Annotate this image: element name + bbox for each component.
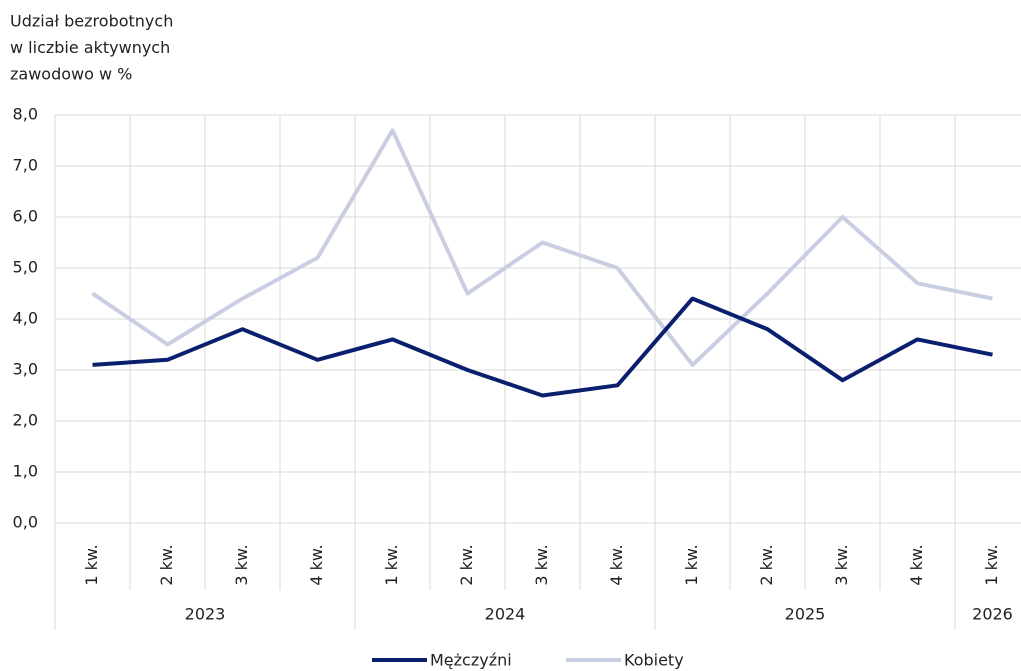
series-line [92,296,993,398]
y-tick-label: 2,0 [13,411,38,430]
x-tick-label: 2 kw. [457,544,476,585]
x-tick-label: 2 kw. [757,544,776,585]
y-tick-label: 4,0 [13,309,38,328]
x-tick-label: 1 kw. [982,544,1001,585]
y-tick-label: 6,0 [13,207,38,226]
x-tick-label: 4 kw. [907,544,926,585]
legend-label: Kobiety [624,651,684,670]
legend-label: Mężczyźni [430,651,512,670]
x-tick-label: 3 kw. [532,544,551,585]
chart-title: Udział bezrobotnych [10,12,173,31]
x-tick-label: 1 kw. [682,544,701,585]
y-tick-label: 7,0 [13,156,38,175]
x-tick-label: 4 kw. [607,544,626,585]
x-tick-label: 3 kw. [832,544,851,585]
year-label: 2023 [185,605,226,624]
chart-title: zawodowo w % [10,65,132,84]
y-tick-label: 3,0 [13,360,38,379]
x-tick-label: 4 kw. [307,544,326,585]
x-tick-label: 1 kw. [382,544,401,585]
y-tick-label: 8,0 [13,105,38,124]
year-label: 2026 [972,605,1013,624]
series-line [91,128,993,367]
y-tick-label: 1,0 [13,462,38,481]
x-tick-label: 2 kw. [157,544,176,585]
y-tick-label: 5,0 [13,258,38,277]
chart-title: w liczbie aktywnych [10,38,170,57]
x-tick-label: 1 kw. [82,544,101,585]
x-tick-label: 3 kw. [232,544,251,585]
year-label: 2024 [485,605,526,624]
y-tick-label: 0,0 [13,513,38,532]
year-label: 2025 [785,605,826,624]
